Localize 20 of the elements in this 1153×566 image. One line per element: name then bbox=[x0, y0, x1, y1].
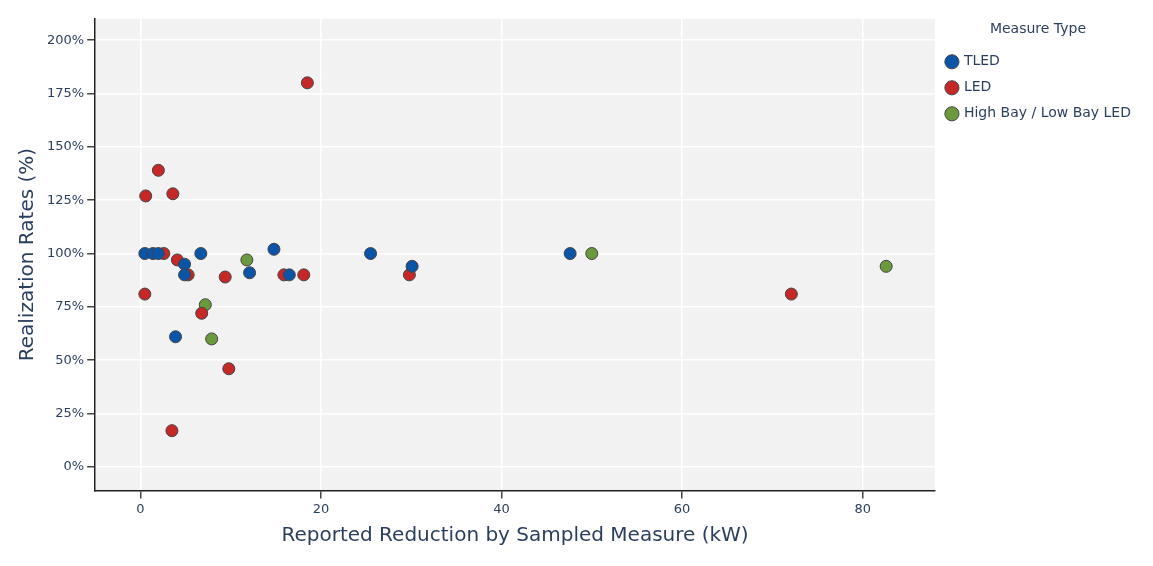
x-tick-label: 80 bbox=[854, 500, 871, 516]
x-axis-title: Reported Reduction by Sampled Measure (kW) bbox=[281, 522, 749, 547]
y-tick-label: 200% bbox=[46, 31, 85, 47]
y-tick-label: 75% bbox=[55, 298, 85, 314]
x-tick-label: 40 bbox=[493, 500, 510, 516]
x-tick-label: 0 bbox=[136, 500, 145, 516]
y-tick-label: 0% bbox=[63, 458, 85, 474]
y-tick-label: 175% bbox=[46, 84, 85, 100]
y-tick-label: 150% bbox=[46, 138, 85, 154]
x-tick-label: 60 bbox=[673, 500, 691, 516]
legend-label: LED bbox=[963, 78, 992, 95]
y-tick-label: 100% bbox=[46, 244, 85, 260]
x-tick-label: 20 bbox=[312, 500, 330, 516]
y-tick-label: 25% bbox=[55, 404, 85, 420]
legend-title: Measure Type bbox=[989, 19, 1087, 36]
y-axis-title: Realization Rates (%) bbox=[14, 147, 39, 362]
legend-label: High Bay / Low Bay LED bbox=[963, 104, 1131, 121]
y-tick-label: 50% bbox=[55, 351, 85, 367]
legend-label: TLED bbox=[962, 52, 1000, 69]
y-tick-label: 125% bbox=[46, 191, 85, 207]
